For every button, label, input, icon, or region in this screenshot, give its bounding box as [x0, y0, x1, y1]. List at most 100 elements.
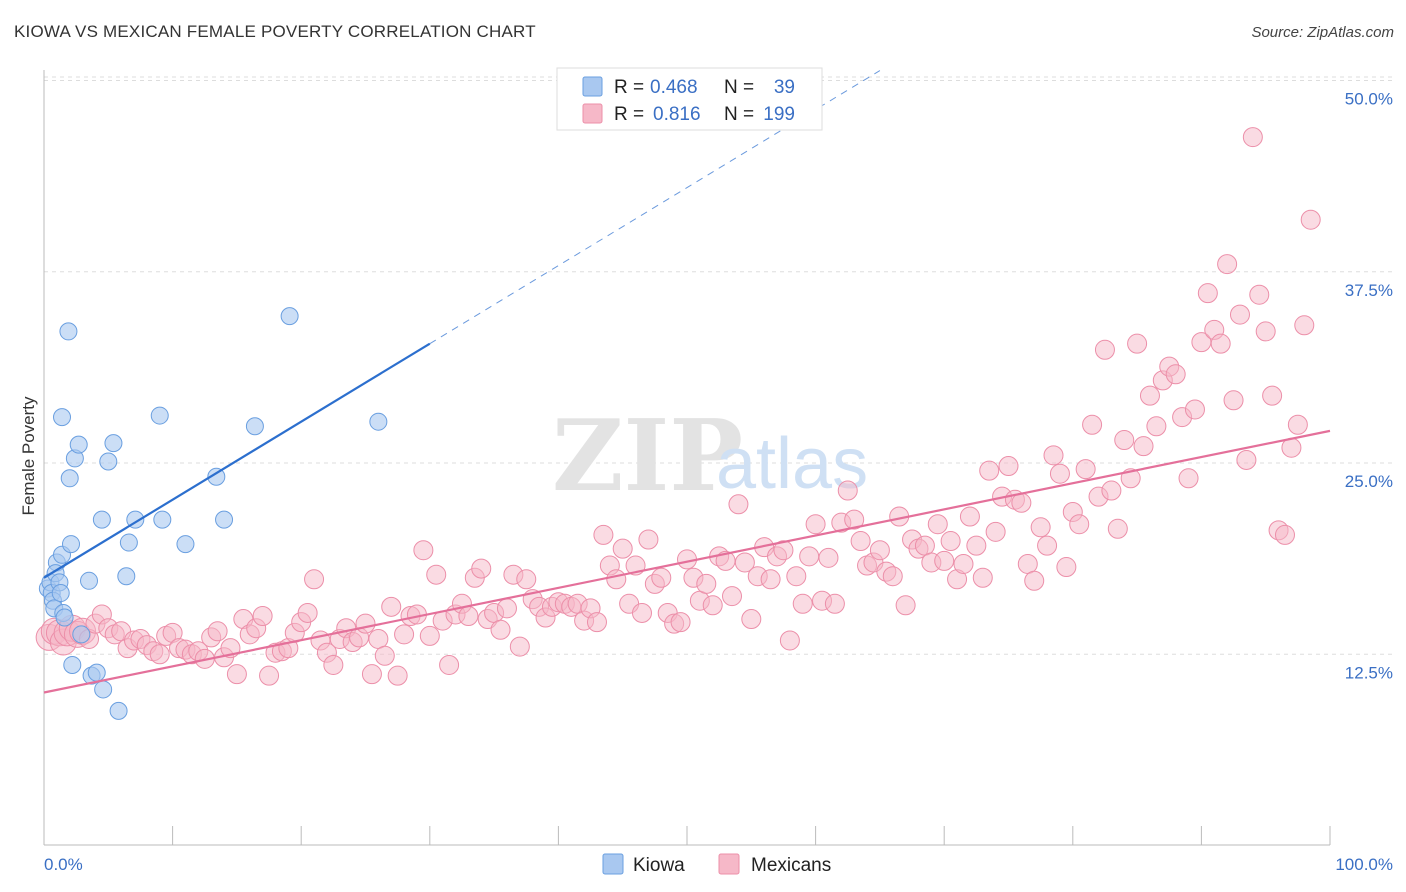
kiowa-point: [60, 469, 79, 488]
mexicans-point: [979, 460, 1000, 481]
mexicans-point: [490, 619, 511, 640]
mexicans-point: [419, 625, 440, 646]
mexicans-point: [779, 630, 800, 651]
mexicans-point: [966, 535, 987, 556]
kiowa-point: [207, 467, 226, 486]
mexicans-point: [927, 514, 948, 535]
kiowa-point: [109, 701, 128, 720]
mexicans-point: [1242, 127, 1263, 148]
mexicans-point: [1017, 553, 1038, 574]
mexicans-point: [1217, 254, 1238, 275]
mexicans-point: [458, 606, 479, 626]
mexicans-point: [760, 569, 781, 590]
kiowa-point: [69, 435, 88, 454]
mexicans-point: [593, 524, 614, 545]
mexicans-point: [1146, 416, 1167, 437]
legend-n-value-mexicans: 199: [763, 104, 795, 125]
legend-r-label-mexicans: R =: [614, 104, 644, 125]
mexicans-point: [651, 567, 672, 588]
mexicans-point: [631, 602, 652, 623]
mexicans-point: [1069, 514, 1090, 535]
kiowa-point: [94, 680, 113, 699]
mexicans-point: [509, 636, 530, 657]
mexicans-point: [1075, 459, 1096, 480]
mexicans-point: [1236, 449, 1257, 470]
y-tick-label: 37.5%: [1345, 281, 1393, 300]
mexicans-point: [1107, 518, 1128, 539]
mexicans-point: [1030, 517, 1051, 538]
kiowa-point: [59, 322, 78, 341]
mexicans-point: [1056, 557, 1077, 578]
mexicans-point: [1197, 283, 1218, 304]
legend-bottom: Kiowa Mexicans: [602, 853, 831, 876]
kiowa-point: [153, 510, 172, 529]
mexicans-point: [824, 593, 845, 614]
mexicans-point: [496, 598, 517, 619]
kiowa-point: [72, 625, 91, 644]
mexicans-point: [722, 586, 743, 607]
mexicans-point: [1165, 364, 1186, 385]
mexicans-point: [818, 547, 839, 568]
kiowa-point: [63, 655, 82, 674]
trend-lines: [43, 70, 1331, 694]
source-label: Source: ZipAtlas.com: [1251, 24, 1394, 41]
mexicans-point: [998, 456, 1019, 477]
mexicans-point: [361, 664, 382, 685]
kiowa-point: [280, 307, 299, 326]
mexicans-point: [805, 514, 826, 535]
legend-bottom-label-mexicans: Mexicans: [751, 855, 831, 876]
kiowa-point: [55, 608, 74, 627]
axes: [43, 70, 1331, 846]
mexicans-trend-line: [43, 429, 1331, 694]
mexicans-point: [439, 654, 460, 675]
mexicans-point: [394, 624, 415, 645]
legend-r-value-kiowa: 0.468: [650, 77, 698, 98]
legend-r-value-mexicans: 0.816: [653, 104, 701, 125]
mexicans-point: [670, 612, 691, 633]
mexicans-point: [1120, 468, 1141, 489]
mexicans-point: [149, 644, 170, 665]
mexicans-point: [1094, 339, 1115, 360]
mexicans-point: [374, 645, 395, 666]
mexicans-point: [1133, 436, 1154, 457]
kiowa-point: [80, 571, 99, 590]
mexicans-point: [1294, 315, 1315, 336]
mexicans-point: [387, 665, 408, 686]
mexicans-point: [985, 521, 1006, 542]
mexicans-point: [702, 595, 723, 616]
y-tick-label: 25.0%: [1345, 472, 1393, 491]
mexicans-point: [792, 593, 813, 614]
kiowa-trend-line: [43, 342, 431, 579]
mexicans-point: [1274, 524, 1295, 545]
watermark: ZIP atlas: [552, 399, 868, 514]
mexicans-point: [252, 606, 273, 626]
legend-n-value-kiowa: 39: [774, 77, 795, 98]
kiowa-point: [245, 417, 264, 436]
mexicans-point: [844, 509, 865, 530]
kiowa-point: [53, 408, 72, 427]
kiowa-point: [119, 533, 138, 552]
mexicans-point: [638, 529, 659, 550]
y-tick-label: 50.0%: [1345, 90, 1393, 109]
legend-bottom-swatch-mexicans: [718, 853, 740, 875]
kiowa-points: [38, 307, 388, 720]
mexicans-point: [940, 531, 961, 552]
kiowa-point: [51, 584, 70, 603]
kiowa-point: [176, 535, 195, 554]
mexicans-point: [728, 494, 749, 515]
legend-swatch-mexicans: [582, 103, 603, 124]
mexicans-point: [1300, 209, 1321, 230]
x-tick-label-min: 0.0%: [44, 855, 83, 874]
mexicans-point: [696, 573, 717, 594]
mexicans-point: [972, 567, 993, 588]
mexicans-point: [869, 540, 890, 561]
mexicans-point: [773, 540, 794, 561]
mexicans-point: [606, 569, 627, 590]
kiowa-point: [92, 510, 111, 529]
mexicans-point: [612, 538, 633, 559]
mexicans-point: [304, 569, 325, 590]
legend-n-label-mexicans: N =: [724, 104, 754, 125]
mexicans-point: [259, 665, 280, 686]
kiowa-point: [104, 434, 123, 453]
